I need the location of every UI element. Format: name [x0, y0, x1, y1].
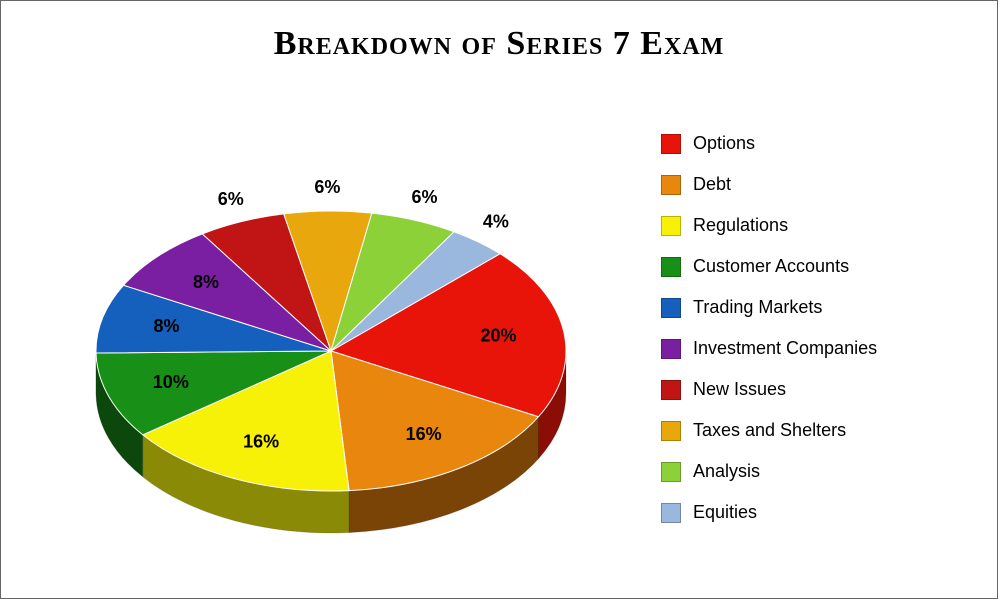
- legend-item: Options: [661, 133, 877, 154]
- slice-label: 8%: [193, 272, 219, 292]
- legend-swatch: [661, 503, 681, 523]
- legend-swatch: [661, 134, 681, 154]
- legend-label: Analysis: [693, 461, 760, 482]
- legend-swatch: [661, 175, 681, 195]
- legend-label: Debt: [693, 174, 731, 195]
- slice-label: 4%: [483, 212, 509, 232]
- slice-label: 16%: [243, 432, 279, 452]
- legend-label: Equities: [693, 502, 757, 523]
- slice-label: 16%: [406, 424, 442, 444]
- legend-item: Investment Companies: [661, 338, 877, 359]
- legend-item: Trading Markets: [661, 297, 877, 318]
- legend-label: Taxes and Shelters: [693, 420, 846, 441]
- legend-label: Investment Companies: [693, 338, 877, 359]
- chart-title: Breakdown of Series 7 Exam: [1, 25, 997, 63]
- legend-item: Analysis: [661, 461, 877, 482]
- legend-swatch: [661, 380, 681, 400]
- pie-chart: 20% 16% 16% 10% 8% 8% 6% 6% 6% 4%: [1, 61, 641, 581]
- legend-item: Debt: [661, 174, 877, 195]
- slice-label: 6%: [314, 177, 340, 197]
- slice-label: 8%: [154, 316, 180, 336]
- legend-item: Regulations: [661, 215, 877, 236]
- slice-label: 6%: [218, 189, 244, 209]
- legend-swatch: [661, 298, 681, 318]
- slice-label: 6%: [411, 187, 437, 207]
- legend-swatch: [661, 257, 681, 277]
- legend: Options Debt Regulations Customer Accounts T…: [661, 133, 877, 543]
- legend-label: Customer Accounts: [693, 256, 849, 277]
- chart-frame: Breakdown of Series 7 Exam 20% 16% 16% 10% 8…: [0, 0, 998, 599]
- legend-item: Equities: [661, 502, 877, 523]
- legend-label: Trading Markets: [693, 297, 822, 318]
- legend-item: Taxes and Shelters: [661, 420, 877, 441]
- legend-item: Customer Accounts: [661, 256, 877, 277]
- legend-swatch: [661, 339, 681, 359]
- legend-swatch: [661, 421, 681, 441]
- slice-label: 10%: [153, 372, 189, 392]
- legend-swatch: [661, 216, 681, 236]
- legend-swatch: [661, 462, 681, 482]
- legend-label: New Issues: [693, 379, 786, 400]
- legend-item: New Issues: [661, 379, 877, 400]
- legend-label: Regulations: [693, 215, 788, 236]
- slice-label: 20%: [481, 326, 517, 346]
- legend-label: Options: [693, 133, 755, 154]
